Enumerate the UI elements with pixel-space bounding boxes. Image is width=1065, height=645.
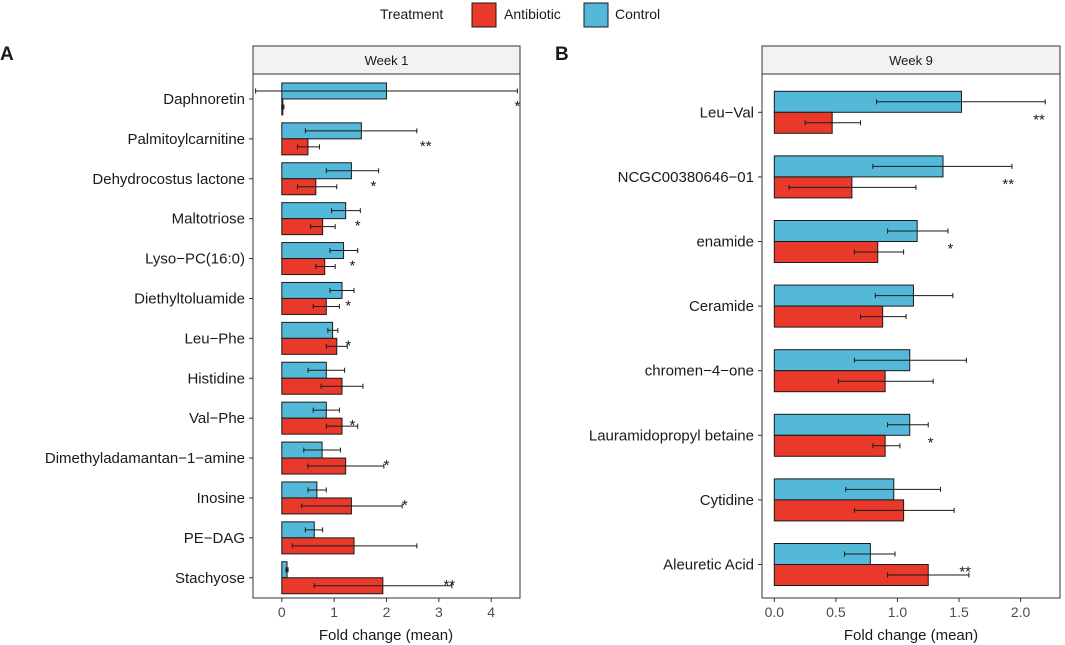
- bar-antibiotic: [773, 434, 886, 457]
- category-label: Diethyltoluamide: [134, 290, 245, 307]
- category-label: Maltotriose: [172, 211, 245, 228]
- x-tick-label: 1.5: [949, 604, 969, 620]
- legend-swatch-control: [583, 2, 609, 28]
- x-tick-label: 1: [330, 604, 338, 620]
- x-tick-label: 0: [278, 604, 286, 620]
- significance-label: **: [1033, 111, 1045, 128]
- panel-label: B: [555, 44, 569, 65]
- significance-label: **: [959, 564, 971, 581]
- category-label: Val−Phe: [189, 410, 245, 427]
- significance-label: *: [350, 258, 356, 275]
- x-tick-label: 0.0: [765, 604, 785, 620]
- x-tick-label: 4: [487, 604, 495, 620]
- category-label: NCGC00380646−01: [618, 169, 754, 186]
- significance-label: *: [928, 434, 934, 451]
- significance-label: *: [370, 178, 376, 195]
- significance-label: **: [420, 138, 432, 155]
- legend-title: Treatment: [380, 6, 443, 22]
- x-tick-label: 2.0: [1011, 604, 1031, 620]
- category-label: enamide: [696, 234, 754, 251]
- significance-label: *: [350, 417, 356, 434]
- legend: Treatment Antibiotic Control: [380, 2, 660, 28]
- category-label: Inosine: [197, 490, 245, 507]
- significance-label: *: [947, 241, 953, 258]
- category-label: PE−DAG: [184, 530, 245, 547]
- category-label: Aleuretic Acid: [663, 557, 754, 574]
- x-tick-label: 0.5: [826, 604, 846, 620]
- significance-label: *: [355, 218, 361, 235]
- category-label: Leu−Phe: [185, 330, 245, 347]
- category-label: Lauramidopropyl betaine: [589, 427, 754, 444]
- legend-swatch-antibiotic: [471, 2, 497, 28]
- category-label: chromen−4−one: [645, 363, 754, 380]
- strip-title: Week 9: [889, 53, 933, 68]
- x-axis-label: Fold change (mean): [319, 627, 453, 644]
- category-label: Histidine: [187, 370, 245, 387]
- category-label: Palmitoylcarnitine: [127, 131, 245, 148]
- significance-label: *: [402, 497, 408, 514]
- significance-label: **: [443, 577, 455, 594]
- x-tick-label: 2: [383, 604, 391, 620]
- strip-background: [252, 45, 521, 75]
- strip-title: Week 1: [365, 53, 409, 68]
- category-label: Stachyose: [175, 570, 245, 587]
- significance-label: **: [1002, 176, 1014, 193]
- category-label: Daphnoretin: [163, 91, 245, 108]
- category-label: Ceramide: [689, 298, 754, 315]
- strip-background: [761, 45, 1061, 75]
- legend-label-control: Control: [615, 6, 660, 22]
- panel-label: A: [0, 44, 14, 65]
- x-axis-label: Fold change (mean): [844, 627, 978, 644]
- x-tick-label: 1.0: [888, 604, 908, 620]
- legend-label-antibiotic: Antibiotic: [504, 6, 561, 22]
- category-label: Leu−Val: [700, 104, 754, 121]
- significance-label: *: [514, 98, 520, 115]
- category-label: Dehydrocostus lactone: [92, 171, 245, 188]
- category-label: Dimethyladamantan−1−amine: [45, 450, 245, 467]
- significance-label: *: [345, 297, 351, 314]
- category-label: Lyso−PC(16:0): [145, 251, 245, 268]
- bar-control: [281, 321, 334, 339]
- significance-label: *: [345, 337, 351, 354]
- x-tick-label: 3: [435, 604, 443, 620]
- significance-label: *: [384, 457, 390, 474]
- plot-border: [761, 73, 1061, 599]
- category-label: Cytidine: [700, 492, 754, 509]
